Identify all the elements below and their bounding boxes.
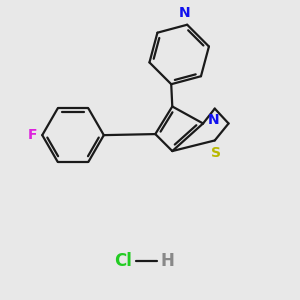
Text: H: H [160,253,174,271]
Text: N: N [207,113,219,127]
Text: N: N [179,7,190,20]
Text: Cl: Cl [115,253,133,271]
Text: F: F [27,128,37,142]
Text: S: S [211,146,221,160]
